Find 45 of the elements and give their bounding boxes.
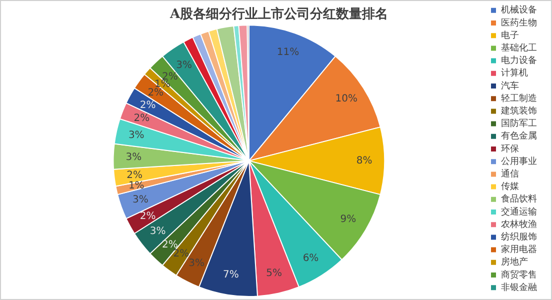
legend-label: 计算机 [501,68,528,79]
legend-label: 非银金融 [501,282,537,293]
data-label: 10% [335,94,358,105]
legend-label: 机械设备 [501,4,537,16]
data-label: 2% [140,210,156,222]
data-label: 6% [302,252,319,264]
legend-label: 轻工制造 [501,92,537,104]
legend-label: 建筑装饰 [500,106,537,117]
data-label: 2% [148,88,164,99]
legend-label: 食品饮料 [501,194,537,205]
legend-label: 商贸零售 [501,269,537,280]
data-label: 3% [128,130,144,142]
legend-label: 汽车 [501,80,519,92]
legend-label: 通信 [501,168,519,180]
legend-label: 房地产 [501,256,528,268]
data-label: 8% [356,155,372,166]
legend-label: 基础化工 [501,42,537,54]
legend-label: 国防军工 [501,118,537,130]
data-label: 7% [222,269,239,280]
data-label: 2% [134,112,150,124]
legend-label: 交通运输 [501,206,537,218]
data-label: 1% [128,180,144,192]
data-label: 2% [173,248,190,260]
data-label: 3% [176,60,192,71]
data-label: 2% [162,239,178,250]
data-label: 3% [126,152,142,163]
legend-label: 环保 [501,143,519,154]
legend-label: 公用事业 [501,156,537,167]
legend-label: 纺织服饰 [501,232,537,243]
legend-label: 电力设备 [501,55,537,66]
data-label: 3% [132,194,148,206]
data-label: 3% [188,258,205,270]
legend-label: 农林牧渔 [501,218,537,230]
data-label: 3% [150,226,166,238]
legend-label: 电子 [501,30,519,41]
chart-title: A股各细分行业上市公司分红数量排名 [168,6,388,22]
legend-label: 传媒 [501,181,519,192]
legend-label: 家用电器 [501,244,537,256]
data-label: 5% [266,268,282,279]
data-label: 2% [126,170,142,181]
data-label: 2% [140,100,156,111]
legend-label: 医药生物 [501,17,537,28]
data-label: 9% [340,214,356,226]
data-label: 11% [276,46,300,58]
legend-label: 有色金属 [501,130,537,142]
